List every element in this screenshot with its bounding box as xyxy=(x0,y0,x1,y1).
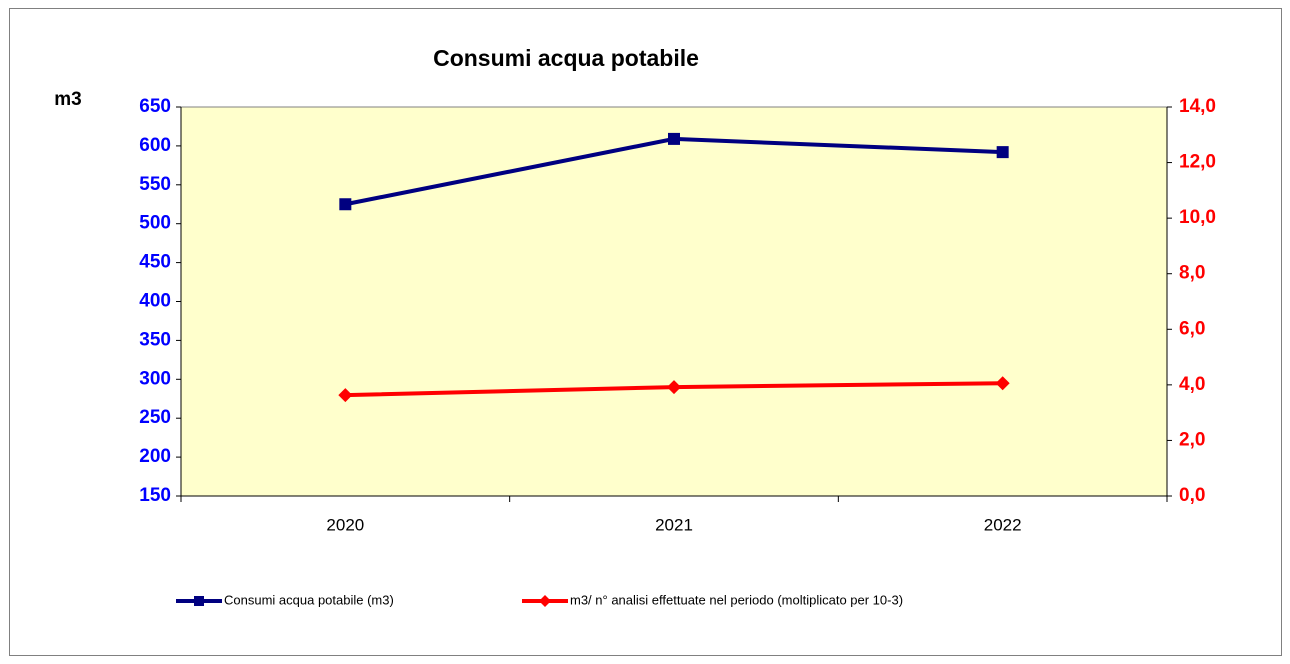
y2-tick-label: 4,0 xyxy=(1179,374,1205,395)
y-tick-label: 450 xyxy=(139,252,171,273)
y2-tick-label: 8,0 xyxy=(1179,263,1205,284)
y-axis-label: m3 xyxy=(54,89,81,110)
x-tick-label: 2021 xyxy=(655,515,693,534)
legend-marker xyxy=(194,596,204,606)
y2-tick-label: 2,0 xyxy=(1179,429,1205,450)
data-point xyxy=(667,380,681,395)
y-tick-label: 300 xyxy=(139,368,171,389)
y2-tick-label: 14,0 xyxy=(1179,96,1216,117)
plot-area xyxy=(180,106,1168,497)
data-point xyxy=(995,376,1010,391)
y2-tick-label: 0,0 xyxy=(1179,485,1205,506)
x-tick-label: 2020 xyxy=(326,515,364,534)
data-point xyxy=(338,388,353,403)
legend-label: m3/ n° analisi effettuate nel periodo (m… xyxy=(570,592,903,607)
data-point xyxy=(996,146,1009,159)
x-tick-label: 2022 xyxy=(984,515,1022,534)
y-tick-label: 500 xyxy=(139,213,171,234)
y-tick-label: 400 xyxy=(139,291,171,312)
y-tick-label: 350 xyxy=(139,329,171,350)
y2-tick-label: 10,0 xyxy=(1179,207,1216,228)
y-tick-label: 600 xyxy=(139,135,171,156)
y2-tick-label: 12,0 xyxy=(1179,152,1216,173)
chart-title: Consumi acqua potabile xyxy=(433,45,699,71)
y-tick-label: 650 xyxy=(139,96,171,117)
data-point xyxy=(668,132,680,145)
legend-marker xyxy=(539,595,551,607)
y-tick-label: 150 xyxy=(139,485,171,506)
y2-tick-label: 6,0 xyxy=(1179,318,1205,339)
y-tick-label: 250 xyxy=(139,407,171,428)
y-tick-label: 200 xyxy=(139,446,171,467)
y-tick-label: 550 xyxy=(139,174,171,195)
legend-label: Consumi acqua potabile (m3) xyxy=(224,592,394,607)
data-point xyxy=(339,198,352,211)
